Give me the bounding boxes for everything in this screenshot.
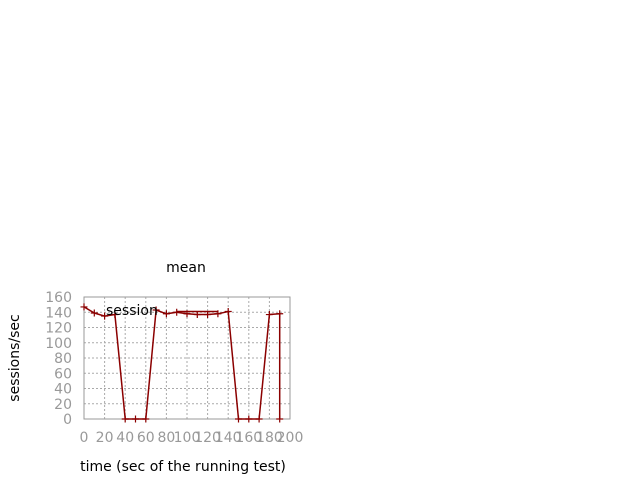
data-point <box>183 310 191 318</box>
chart-title: mean <box>166 260 206 276</box>
data-point <box>101 312 109 320</box>
x-tick-label: 80 <box>157 430 175 446</box>
y-tick-label: 40 <box>54 382 72 398</box>
plot-frame <box>83 296 291 420</box>
data-point <box>255 415 263 423</box>
series-layer <box>80 303 284 423</box>
x-tick-label: 60 <box>137 430 155 446</box>
data-point <box>121 415 129 423</box>
data-point <box>245 415 253 423</box>
x-tick-label: 100 <box>174 430 201 446</box>
data-point <box>152 306 160 314</box>
y-tick-label: 100 <box>45 336 72 352</box>
x-axis-title: time (sec of the running test) <box>80 459 286 475</box>
series-line-session <box>83 306 281 420</box>
data-point <box>142 415 150 423</box>
data-point <box>214 310 222 318</box>
x-tick-label: 20 <box>96 430 114 446</box>
data-point <box>204 311 212 319</box>
y-tick-label: 20 <box>54 397 72 413</box>
x-tick-label: 140 <box>215 430 242 446</box>
data-point <box>276 310 284 318</box>
data-point <box>111 311 119 319</box>
data-point <box>90 309 98 317</box>
x-tick-label: 180 <box>256 430 283 446</box>
y-tick-label: 140 <box>45 305 72 321</box>
x-tick-label: 40 <box>116 430 134 446</box>
y-tick-label: 0 <box>63 412 72 428</box>
y-tick-label: 60 <box>54 366 72 382</box>
tick-labels: 0 20 40 60 801001201401601802000204060801001… <box>45 290 303 446</box>
y-tick-label: 80 <box>54 351 72 367</box>
data-point <box>224 307 232 315</box>
data-point <box>80 303 88 311</box>
legend-label-session: session <box>106 303 158 319</box>
data-point <box>173 308 181 316</box>
y-axis-title: sessions/sec <box>7 314 23 401</box>
data-point <box>265 311 273 319</box>
y-tick-label: 120 <box>45 321 72 337</box>
data-point <box>193 311 201 319</box>
y-tick-label: 160 <box>45 290 72 306</box>
data-point <box>235 415 242 423</box>
x-tick-label: 200 <box>277 430 304 446</box>
data-point <box>162 310 170 318</box>
data-point <box>132 415 139 423</box>
x-tick-label: 0 <box>80 430 89 446</box>
x-tick-label: 120 <box>194 430 221 446</box>
x-tick-label: 160 <box>235 430 262 446</box>
data-point <box>276 415 284 423</box>
